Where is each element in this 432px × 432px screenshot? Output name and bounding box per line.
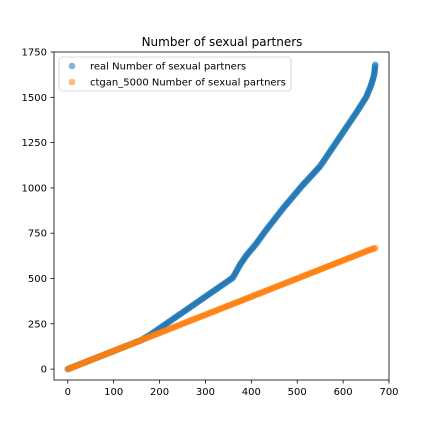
series-2 bbox=[64, 244, 379, 373]
y-tick-label: 500 bbox=[28, 274, 47, 285]
x-tick-label: 0 bbox=[65, 387, 71, 398]
legend-marker bbox=[68, 62, 76, 70]
y-tick-label: 250 bbox=[28, 319, 47, 330]
axes: 0 100 200 300 400 500 600 700 0 250 500 750 1000 1250… bbox=[22, 48, 399, 399]
legend-box bbox=[58, 56, 292, 92]
y-tick-label: 1250 bbox=[22, 138, 47, 149]
data-points bbox=[64, 61, 379, 373]
y-tick-label: 1000 bbox=[22, 183, 47, 194]
legend: real Number of sexual partners ctgan_5000… bbox=[58, 56, 292, 92]
x-tick-label: 200 bbox=[150, 387, 169, 398]
y-tick-label: 750 bbox=[28, 229, 47, 240]
x-tick-label: 600 bbox=[334, 387, 353, 398]
x-tick-label: 100 bbox=[104, 387, 123, 398]
x-tick-label: 400 bbox=[242, 387, 261, 398]
plot-area-frame bbox=[53, 51, 390, 381]
x-tick-label: 300 bbox=[196, 387, 215, 398]
data-point bbox=[371, 61, 379, 68]
legend-label: ctgan_5000 Number of sexual partners bbox=[90, 78, 286, 89]
data-point bbox=[371, 244, 379, 252]
x-tick-label: 700 bbox=[379, 387, 398, 398]
chart-title: Number of sexual partners bbox=[142, 35, 303, 49]
y-tick-label: 1500 bbox=[22, 93, 47, 104]
x-tick-label: 500 bbox=[288, 387, 307, 398]
legend-marker bbox=[68, 78, 76, 86]
y-tick-label: 0 bbox=[41, 365, 47, 376]
y-tick-label: 1750 bbox=[22, 48, 47, 59]
legend-label: real Number of sexual partners bbox=[90, 62, 246, 73]
